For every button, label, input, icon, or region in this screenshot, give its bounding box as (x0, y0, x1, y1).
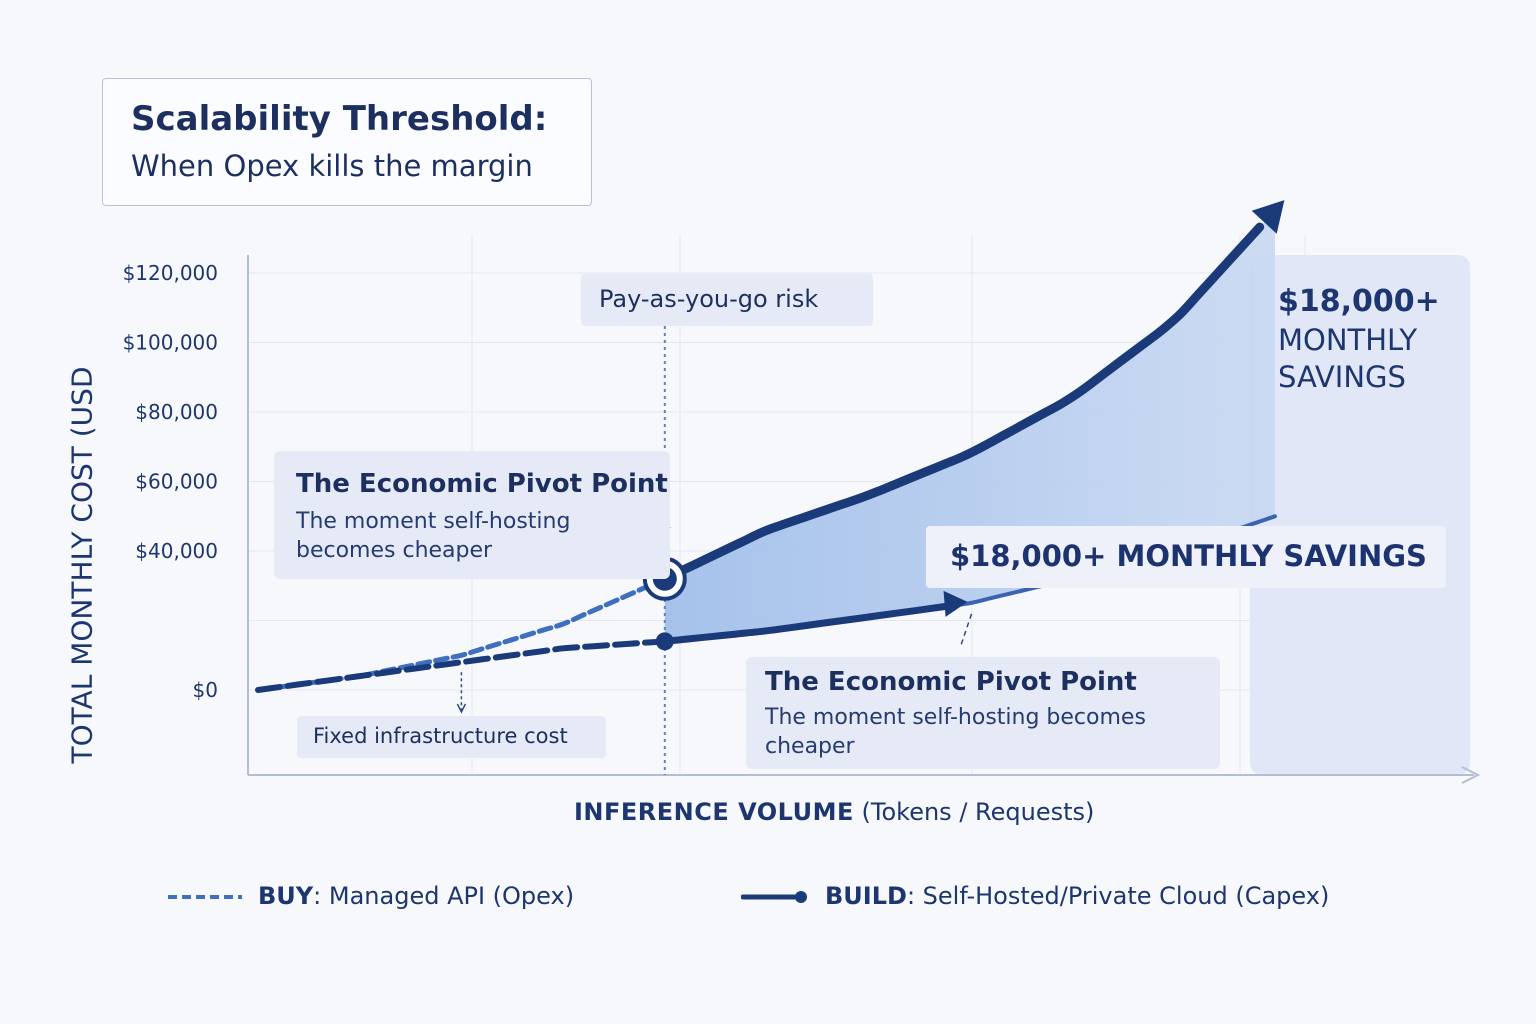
pivot-callout-title: The Economic Pivot Point (765, 667, 1137, 697)
y-tick-label: $100,000 (123, 331, 218, 355)
legend-build-strong: BUILD (825, 882, 907, 910)
pivot-callout-leader (959, 613, 973, 649)
pivot-callout-text: The moment self-hosting becomes cheaper (296, 509, 571, 563)
legend-buy-text: : Managed API (Opex) (313, 882, 575, 910)
dashed-line-icon (168, 895, 242, 899)
build-series-line-dashed (255, 638, 668, 693)
y-tick-labels: $0 $40,000 $60,000 $80,000 $100,000 $120,000 (123, 261, 218, 702)
y-tick-label: $40,000 (135, 539, 218, 563)
legend-build-text: : Self-Hosted/Private Cloud (Capex) (906, 882, 1330, 910)
chart-title-box: Scalability Threshold: When Opex kills t… (102, 78, 592, 206)
pivot-callout-left: The Economic Pivot Point The moment self… (274, 451, 670, 579)
pivot-callout-text: The moment self-hosting becomes cheaper (765, 705, 1146, 759)
y-tick-label: $60,000 (135, 470, 218, 494)
x-axis-title-strong: INFERENCE VOLUME (574, 798, 854, 826)
savings-panel (1250, 255, 1470, 775)
down-arrow-icon (456, 703, 467, 714)
savings-caption: MONTHLY SAVINGS (1278, 323, 1418, 394)
chart-title: Scalability Threshold: (131, 99, 548, 139)
y-tick-label: $80,000 (135, 400, 218, 424)
arrowhead-icon (943, 590, 968, 617)
legend-buy-strong: BUY (258, 882, 314, 910)
legend-buy: BUY: Managed API (Opex) (166, 882, 574, 910)
savings-panel-text: $18,000+ MONTHLY SAVINGS (1278, 282, 1458, 396)
legend-build: BUILD: Self-Hosted/Private Cloud (Capex) (741, 882, 1329, 910)
pivot-callout-title: The Economic Pivot Point (296, 469, 668, 499)
y-tick-label: $120,000 (123, 261, 218, 285)
buy-series-line (660, 222, 1265, 584)
y-axis-title: TOTAL MONTHLY COST (USD (65, 366, 99, 764)
pivot-callout-right: The Economic Pivot Point The moment self… (746, 657, 1220, 769)
savings-banner: $18,000+ MONTHLY SAVINGS (926, 526, 1446, 588)
x-axis-arrow-icon (1461, 766, 1481, 784)
savings-amount: $18,000+ (1278, 284, 1440, 319)
y-tick-label: $0 (193, 678, 218, 702)
risk-label: Pay-as-you-go risk (581, 274, 873, 326)
solid-line-dot-icon (741, 891, 807, 903)
chart-subtitle: When Opex kills the margin (131, 149, 533, 183)
fixed-cost-label: Fixed infrastructure cost (297, 716, 606, 758)
build-series-line (661, 602, 954, 645)
arrowhead-icon (1251, 200, 1285, 234)
build-pivot-marker (655, 632, 674, 651)
x-axis-title: INFERENCE VOLUME (Tokens / Requests) (574, 798, 1094, 826)
axes (247, 255, 1481, 784)
x-axis-title-rest: (Tokens / Requests) (861, 798, 1095, 826)
